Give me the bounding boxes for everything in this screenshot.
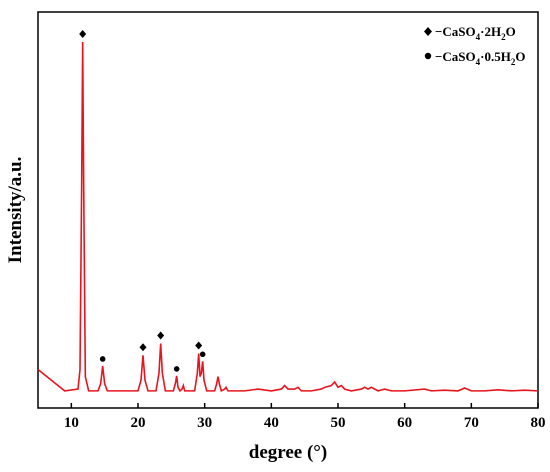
peak-circle-marker: [199, 351, 206, 358]
peak-diamond-marker: [195, 341, 203, 350]
x-tick-label: 10: [64, 415, 79, 431]
plot-frame: [37, 11, 539, 409]
x-tick-label: 50: [331, 415, 346, 431]
legend: −CaSO4·2H2O −CaSO4·0.5H2O: [424, 24, 525, 67]
y-axis-title: Intensity/a.u.: [5, 157, 26, 264]
peak-markers: [79, 30, 206, 372]
peak-diamond-marker: [157, 331, 165, 340]
legend-label-hemihydrate: −CaSO4·0.5H2O: [435, 49, 525, 67]
peak-diamond-marker: [139, 343, 147, 352]
x-tick-label: 70: [464, 415, 479, 431]
x-tick-label: 20: [131, 415, 146, 431]
series-line: [37, 41, 539, 393]
x-tick-label: 80: [531, 415, 546, 431]
x-tick-label: 60: [397, 415, 412, 431]
x-axis-title: degree (°): [249, 442, 327, 463]
x-tick-label: 30: [197, 415, 212, 431]
legend-diamond-icon: [424, 27, 432, 36]
x-axis-ticks: 10 20 30 40 50 60 70 80: [64, 403, 546, 431]
legend-circle-icon: [424, 52, 432, 60]
peak-circle-marker: [173, 366, 180, 372]
legend-label-dihydrate: −CaSO4·2H2O: [435, 24, 516, 42]
peak-circle-marker: [99, 356, 106, 362]
peak-diamond-marker: [79, 30, 87, 38]
x-tick-label: 40: [264, 415, 279, 431]
